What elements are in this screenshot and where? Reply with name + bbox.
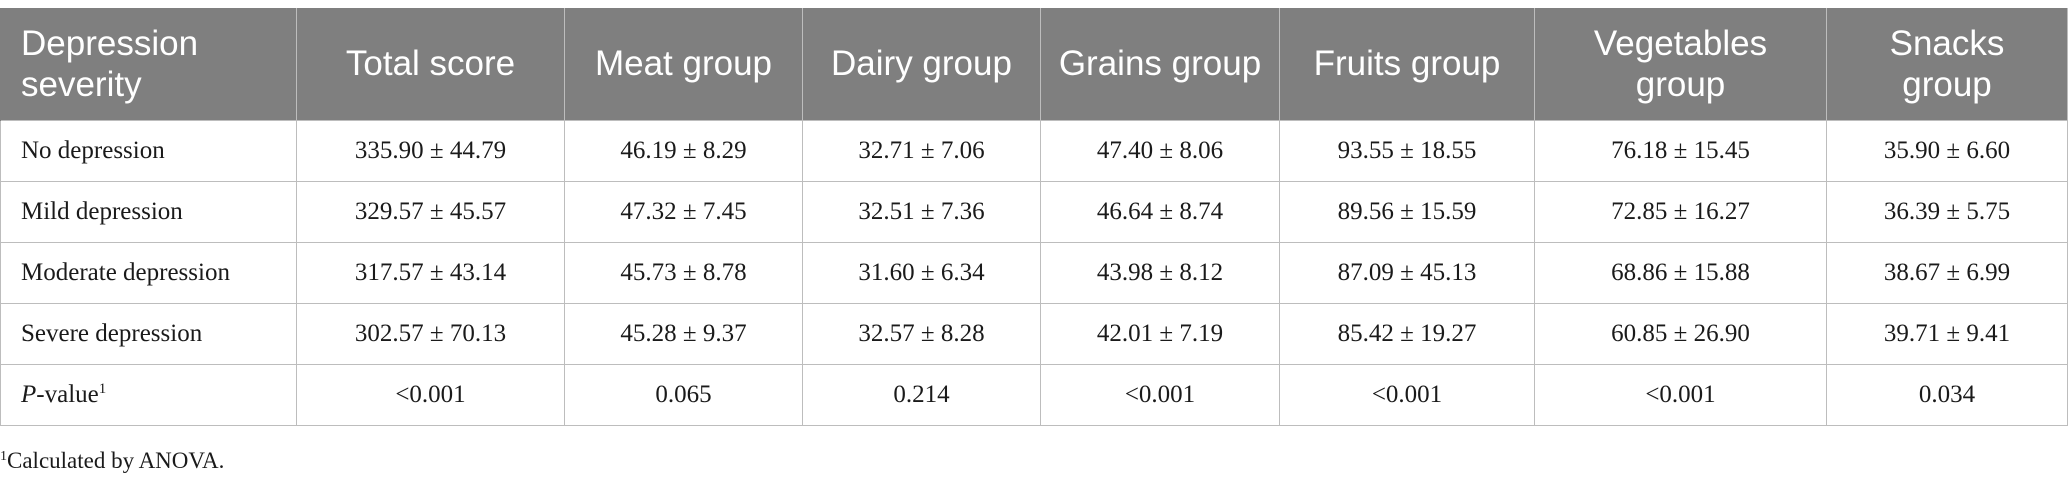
table-cell: 46.64 ± 8.74 xyxy=(1040,180,1280,243)
table-cell: 329.57 ± 45.57 xyxy=(296,180,565,243)
results-table-container: Depression severity Total score Meat gro… xyxy=(0,8,2068,426)
table-cell: 87.09 ± 45.13 xyxy=(1279,241,1535,304)
table-cell: 45.28 ± 9.37 xyxy=(564,302,803,365)
row-label: Moderate depression xyxy=(0,241,297,304)
header-vegetables-group: Vegetables group xyxy=(1534,8,1827,120)
header-dairy-group: Dairy group xyxy=(802,8,1041,120)
table-cell: 89.56 ± 15.59 xyxy=(1279,180,1535,243)
header-fruits-group: Fruits group xyxy=(1279,8,1535,120)
table-cell: 72.85 ± 16.27 xyxy=(1534,180,1827,243)
pvalue-label-rest: -value xyxy=(36,380,99,408)
pvalue-label: P-value1 xyxy=(0,363,297,426)
table-cell: 68.86 ± 15.88 xyxy=(1534,241,1827,304)
table-cell: 32.51 ± 7.36 xyxy=(802,180,1041,243)
table-cell: 36.39 ± 5.75 xyxy=(1826,180,2068,243)
table-cell: 31.60 ± 6.34 xyxy=(802,241,1041,304)
table-cell: 317.57 ± 43.14 xyxy=(296,241,565,304)
table-cell: 93.55 ± 18.55 xyxy=(1279,119,1535,182)
table-row: No depression 335.90 ± 44.79 46.19 ± 8.2… xyxy=(0,119,2068,182)
table-row: Mild depression 329.57 ± 45.57 47.32 ± 7… xyxy=(0,180,2068,243)
table-cell: 45.73 ± 8.78 xyxy=(564,241,803,304)
table-cell: 47.32 ± 7.45 xyxy=(564,180,803,243)
pvalue-row: P-value1 <0.001 0.065 0.214 <0.001 <0.00… xyxy=(0,363,2068,426)
header-depression-severity: Depression severity xyxy=(0,8,297,120)
pvalue-cell: 0.065 xyxy=(564,363,803,426)
table-cell: 32.57 ± 8.28 xyxy=(802,302,1041,365)
row-label: Severe depression xyxy=(0,302,297,365)
table-cell: 35.90 ± 6.60 xyxy=(1826,119,2068,182)
table-cell: 85.42 ± 19.27 xyxy=(1279,302,1535,365)
table-cell: 335.90 ± 44.79 xyxy=(296,119,565,182)
table-footnote: 1Calculated by ANOVA. xyxy=(0,448,224,474)
footnote-text: Calculated by ANOVA. xyxy=(7,448,225,473)
table-cell: 39.71 ± 9.41 xyxy=(1826,302,2068,365)
header-meat-group: Meat group xyxy=(564,8,803,120)
pvalue-label-italic: P xyxy=(21,380,37,408)
pvalue-cell: <0.001 xyxy=(1279,363,1535,426)
pvalue-cell: 0.214 xyxy=(802,363,1041,426)
row-label: No depression xyxy=(0,119,297,182)
pvalue-cell: <0.001 xyxy=(1040,363,1280,426)
table-cell: 32.71 ± 7.06 xyxy=(802,119,1041,182)
pvalue-cell: <0.001 xyxy=(296,363,565,426)
header-grains-group: Grains group xyxy=(1040,8,1280,120)
pvalue-cell: <0.001 xyxy=(1534,363,1827,426)
row-label: Mild depression xyxy=(0,180,297,243)
header-total-score: Total score xyxy=(296,8,565,120)
footnote-marker: 1 xyxy=(0,449,7,464)
table-cell: 302.57 ± 70.13 xyxy=(296,302,565,365)
header-snacks-group: Snacks group xyxy=(1826,8,2068,120)
table-cell: 47.40 ± 8.06 xyxy=(1040,119,1280,182)
table-cell: 60.85 ± 26.90 xyxy=(1534,302,1827,365)
table-cell: 38.67 ± 6.99 xyxy=(1826,241,2068,304)
table-cell: 42.01 ± 7.19 xyxy=(1040,302,1280,365)
table-cell: 46.19 ± 8.29 xyxy=(564,119,803,182)
table-cell: 43.98 ± 8.12 xyxy=(1040,241,1280,304)
pvalue-cell: 0.034 xyxy=(1826,363,2068,426)
depression-diet-table: Depression severity Total score Meat gro… xyxy=(0,8,2068,426)
table-cell: 76.18 ± 15.45 xyxy=(1534,119,1827,182)
table-header-row: Depression severity Total score Meat gro… xyxy=(0,8,2068,120)
pvalue-footnote-marker: 1 xyxy=(98,380,107,397)
table-row: Severe depression 302.57 ± 70.13 45.28 ±… xyxy=(0,302,2068,365)
table-row: Moderate depression 317.57 ± 43.14 45.73… xyxy=(0,241,2068,304)
